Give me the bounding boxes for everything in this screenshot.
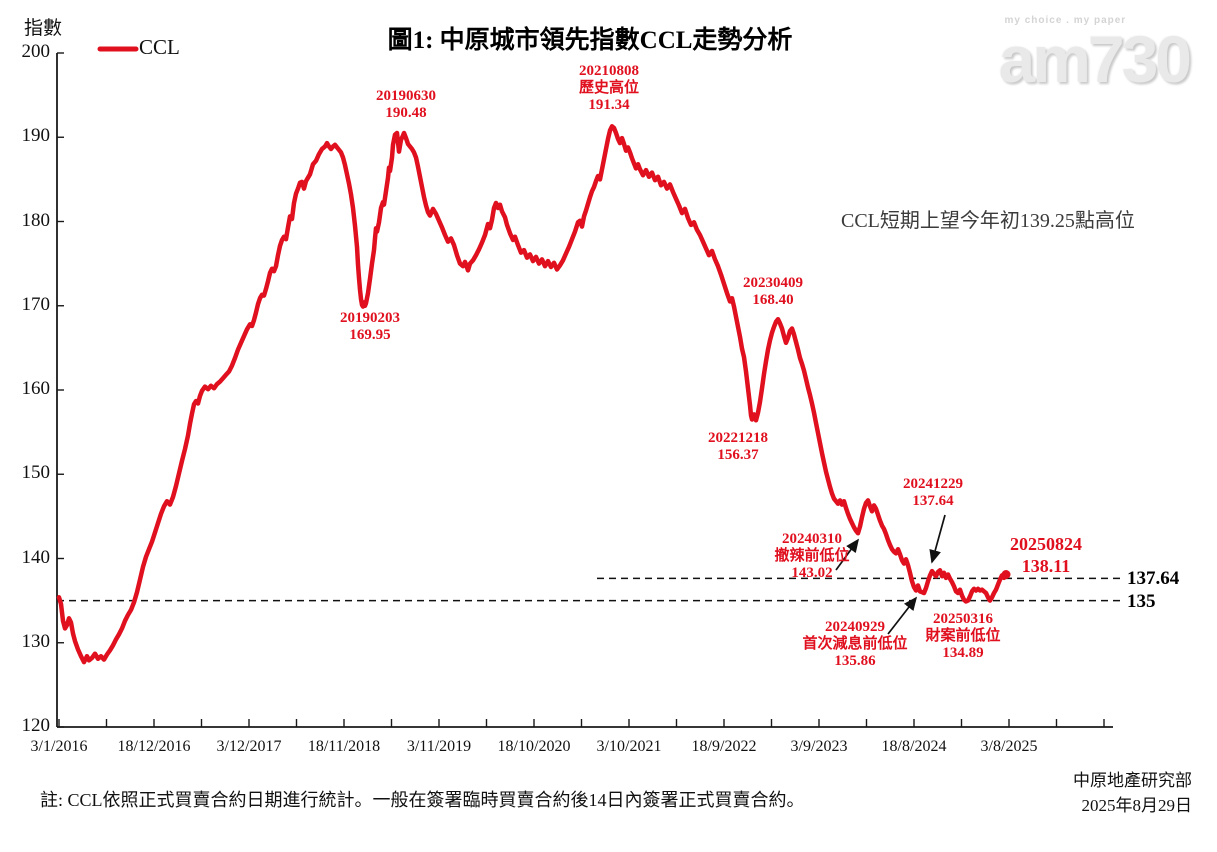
y-tick-label: 170 <box>21 293 51 315</box>
y-tick-label: 180 <box>21 209 51 231</box>
x-tick-label: 18/8/2024 <box>881 738 947 755</box>
y-tick-label: 140 <box>21 546 51 568</box>
y-tick-label: 150 <box>21 462 51 484</box>
data-annotation-20190630: 20190630 190.48 <box>376 88 436 121</box>
x-tick-label: 18/9/2022 <box>691 738 757 755</box>
data-annotation-20230409: 20230409 168.40 <box>743 275 803 308</box>
x-tick-label: 3/11/2019 <box>406 738 472 755</box>
y-tick-label: 190 <box>21 125 51 147</box>
y-tick-label: 130 <box>21 630 51 652</box>
x-tick-label: 18/10/2020 <box>497 738 571 755</box>
y-tick-label: 200 <box>21 41 51 62</box>
x-tick-label: 3/9/2023 <box>790 738 848 755</box>
axes <box>56 52 1113 728</box>
x-tick-label: 18/11/2018 <box>307 738 381 755</box>
annotation-arrow <box>929 514 946 564</box>
data-annotation-20210808: 20210808 歷史高位 191.34 <box>578 63 640 113</box>
annotation-arrow <box>887 596 918 635</box>
x-tick-label: 3/1/2016 <box>30 738 88 755</box>
reference-dashed-lines <box>57 577 1120 602</box>
y-axis-title: 指數 <box>24 18 63 39</box>
x-tick-label: 18/12/2016 <box>117 738 191 755</box>
data-annotation-20240929: 20240929 首次減息前低位 135.86 <box>802 619 908 669</box>
y-tick-label: 120 <box>21 715 51 736</box>
annotation-arrow <box>835 538 860 571</box>
series-end-dot <box>1001 570 1011 579</box>
source-date: 2025年8月29日 <box>1081 796 1193 815</box>
chart-title: 圖1: 中原城市領先指數CCL走勢分析 <box>387 27 793 54</box>
annotation-arrows <box>835 514 946 635</box>
legend-label: CCL <box>139 35 180 59</box>
x-tick-label: 3/10/2021 <box>596 738 662 755</box>
data-annotation-20250824: 20250824 138.11 <box>1010 534 1082 576</box>
forecast-note: CCL短期上望今年初139.25點高位 <box>841 210 1135 232</box>
am730-logo: my choice . my paper am730 <box>998 15 1192 96</box>
y-tick-label: 160 <box>21 378 51 399</box>
data-annotation-20190203: 20190203 169.95 <box>340 310 400 343</box>
footnote: 註: CCL依照正式買賣合約日期進行統計。一般在簽署臨時買賣合約後14日內簽署正… <box>40 790 805 810</box>
x-tick-label: 3/12/2017 <box>216 738 282 755</box>
reference-label-135: 135 <box>1127 591 1156 612</box>
data-annotation-20240310: 20240310 撤辣前低位 143.02 <box>774 531 850 581</box>
data-annotation-20241229: 20241229 137.64 <box>903 476 963 509</box>
data-annotation-20221218: 20221218 156.37 <box>708 430 768 463</box>
source-organization: 中原地產研究部 <box>1073 771 1192 790</box>
data-annotation-20250316: 20250316 財案前低位 134.89 <box>925 611 1001 661</box>
am730-logo-name: am730 <box>998 22 1192 96</box>
ccl-series-line <box>56 124 1009 665</box>
x-tick-label: 3/8/2025 <box>980 738 1038 755</box>
reference-label-137-64: 137.64 <box>1127 568 1180 589</box>
am730-logo-tagline: my choice . my paper <box>1004 15 1127 26</box>
